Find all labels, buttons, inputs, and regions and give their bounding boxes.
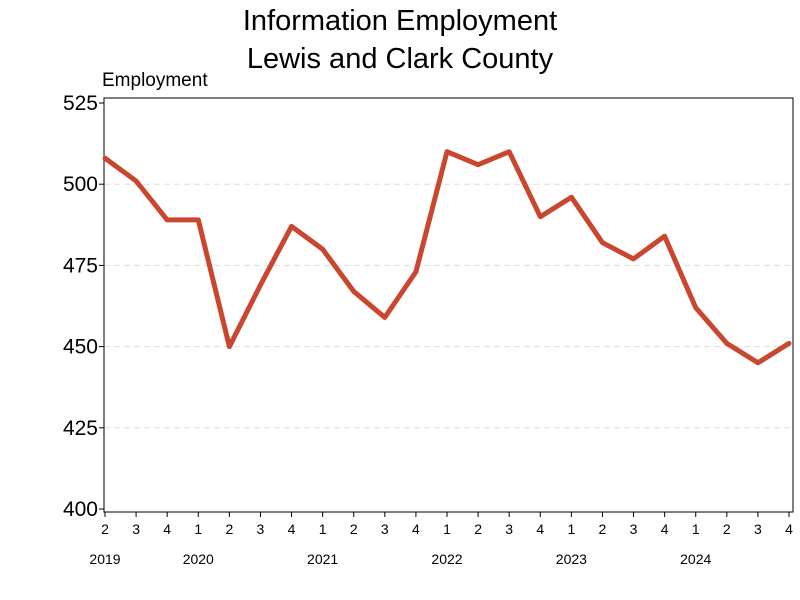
y-axis-ticks: 400 425 450 475 500 525 (63, 92, 104, 521)
series-layer (102, 149, 792, 366)
x-tick-label-quarter: 1 (692, 521, 700, 537)
chart-title-line-1: Information Employment (243, 5, 557, 37)
x-tick-label-quarter: 4 (661, 521, 669, 537)
data-point (476, 162, 481, 167)
data-point (382, 315, 387, 320)
x-tick-label-year: 2019 (89, 551, 120, 567)
x-axis-ticks: 2 2019 3 4 1 2020 2 3 4 1 2021 2 3 4 1 2022 2 3 4 1 2023 2 3 4 1… (89, 512, 793, 567)
plot-frame (103, 97, 794, 513)
data-point (258, 282, 263, 287)
data-point (631, 256, 636, 261)
x-tick-label-quarter: 1 (194, 521, 202, 537)
data-point (600, 240, 605, 245)
x-tick-label-quarter: 1 (319, 521, 327, 537)
data-point (103, 156, 107, 161)
data-point (755, 360, 760, 365)
x-tick-label-quarter: 2 (101, 521, 109, 537)
x-tick-label-quarter: 3 (132, 521, 140, 537)
data-point (134, 178, 139, 183)
x-tick-label-year: 2023 (556, 551, 587, 567)
data-point (351, 289, 356, 294)
data-point (165, 217, 170, 222)
gridlines (104, 183, 793, 429)
x-tick-label-year: 2024 (680, 551, 711, 567)
data-point (289, 224, 294, 229)
data-point (507, 149, 512, 154)
x-tick-label-quarter: 2 (225, 521, 233, 537)
data-point (227, 344, 232, 349)
y-tick-label: 475 (63, 254, 98, 277)
x-tick-label-quarter: 3 (630, 521, 638, 537)
x-tick-label-quarter: 2 (474, 521, 482, 537)
x-tick-label-quarter: 3 (505, 521, 513, 537)
y-axis-label: Employment (102, 70, 208, 91)
y-tick-label: 500 (63, 173, 98, 196)
x-tick-label-quarter: 4 (785, 521, 793, 537)
y-tick-label: 450 (63, 336, 98, 359)
x-tick-label-quarter: 1 (443, 521, 451, 537)
x-tick-label-year: 2020 (183, 551, 214, 567)
x-tick-label-year: 2022 (431, 551, 462, 567)
x-tick-label-quarter: 2 (599, 521, 607, 537)
series-line (102, 149, 792, 366)
data-point (724, 341, 729, 346)
y-tick-label: 425 (63, 417, 98, 440)
x-tick-label-quarter: 4 (412, 521, 420, 537)
data-point (320, 247, 325, 252)
data-point (413, 269, 418, 274)
x-tick-label-quarter: 4 (288, 521, 296, 537)
x-tick-label-quarter: 4 (536, 521, 544, 537)
data-point (569, 195, 574, 200)
x-tick-label-quarter: 2 (723, 521, 731, 537)
x-tick-label-quarter: 4 (163, 521, 171, 537)
data-point (787, 341, 791, 346)
y-tick-label: 525 (63, 92, 98, 115)
data-point (196, 217, 201, 222)
x-tick-label-quarter: 3 (257, 521, 265, 537)
x-tick-label-year: 2021 (307, 551, 338, 567)
x-tick-label-quarter: 1 (567, 521, 575, 537)
data-point (693, 305, 698, 310)
data-point (538, 214, 543, 219)
data-point (662, 234, 667, 239)
y-tick-label: 400 (63, 498, 98, 521)
x-tick-label-quarter: 3 (381, 521, 389, 537)
data-point (445, 149, 449, 154)
x-tick-label-quarter: 3 (754, 521, 762, 537)
x-tick-label-quarter: 2 (350, 521, 358, 537)
chart-title-line-2: Lewis and Clark County (247, 43, 554, 75)
